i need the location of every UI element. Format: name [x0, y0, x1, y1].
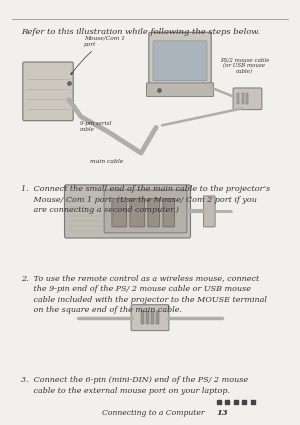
FancyBboxPatch shape — [153, 41, 207, 81]
Text: 3.  Connect the 6-pin (mini-DIN) end of the PS/ 2 mouse
     cable to the extern: 3. Connect the 6-pin (mini-DIN) end of t… — [21, 376, 248, 395]
FancyBboxPatch shape — [149, 32, 211, 87]
Text: Connecting to a Computer: Connecting to a Computer — [101, 409, 204, 417]
Bar — [246, 94, 248, 104]
Text: 1.  Connect the small end of the main cable to the projector’s
     Mouse/ Com 1: 1. Connect the small end of the main cab… — [21, 185, 270, 214]
Text: 9-pin serial
cable: 9-pin serial cable — [80, 121, 111, 132]
FancyBboxPatch shape — [148, 198, 160, 227]
FancyBboxPatch shape — [64, 185, 190, 238]
FancyBboxPatch shape — [203, 196, 215, 227]
FancyBboxPatch shape — [233, 88, 262, 110]
FancyBboxPatch shape — [163, 198, 175, 227]
Text: Mouse/Com 1
port: Mouse/Com 1 port — [71, 36, 125, 75]
Bar — [156, 311, 159, 324]
FancyBboxPatch shape — [146, 83, 214, 96]
Bar — [151, 311, 154, 324]
Text: 13: 13 — [216, 409, 228, 417]
FancyBboxPatch shape — [23, 62, 73, 121]
FancyBboxPatch shape — [131, 305, 169, 331]
Text: Refer to this illustration while following the steps below.: Refer to this illustration while followi… — [21, 28, 260, 36]
Text: PS/2 mouse cable
(or USB mouse
cable): PS/2 mouse cable (or USB mouse cable) — [220, 57, 269, 74]
Text: 2.  To use the remote control as a wireless mouse, connect
     the 9-pin end of: 2. To use the remote control as a wirele… — [21, 274, 267, 314]
Bar — [237, 94, 239, 104]
Bar — [146, 311, 149, 324]
Bar — [242, 94, 244, 104]
FancyBboxPatch shape — [130, 198, 145, 227]
Text: main cable: main cable — [90, 159, 123, 164]
FancyBboxPatch shape — [104, 190, 187, 233]
Bar — [141, 311, 144, 324]
FancyBboxPatch shape — [112, 198, 127, 227]
